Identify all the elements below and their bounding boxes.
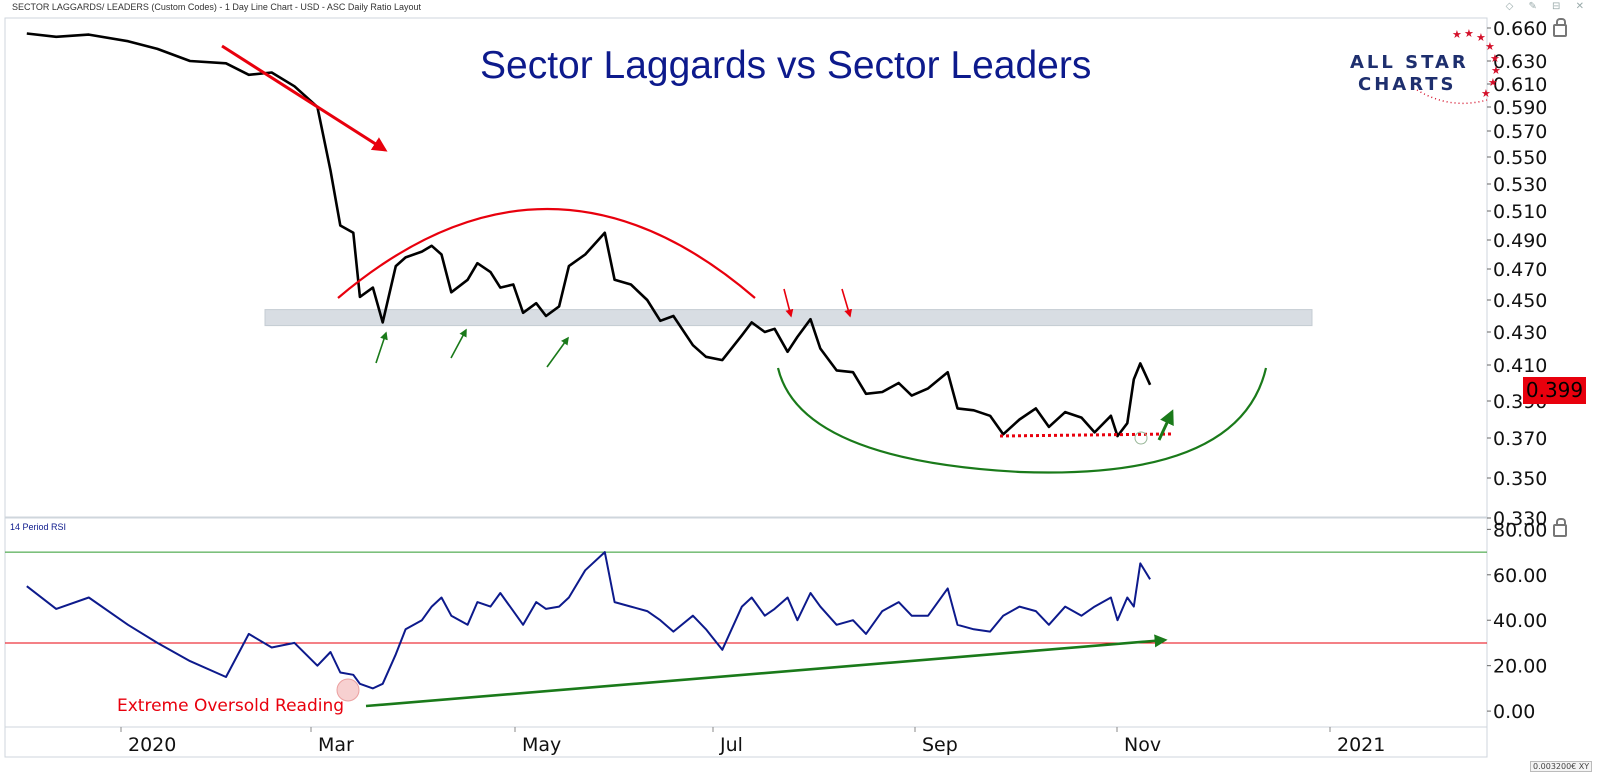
- lock-icon-rsi[interactable]: [1553, 518, 1567, 537]
- rsi-divergence-line: [365, 634, 1168, 708]
- low-marker-circle: [1134, 431, 1148, 445]
- x-axis-frame: [4, 726, 1488, 758]
- chart-header: SECTOR LAGGARDS/ LEADERS (Custom Codes) …: [12, 2, 421, 12]
- x-tick-label: Jul: [719, 734, 743, 756]
- rsi-panel-title: 14 Period RSI: [10, 522, 66, 532]
- svg-text:★: ★: [1488, 76, 1498, 89]
- rsi-ytick-label: 0.00: [1493, 701, 1535, 723]
- price-ytick-label: 0.350: [1493, 468, 1547, 490]
- scale-corner-tag[interactable]: 0.003200€ XY: [1530, 761, 1593, 772]
- price-ytick-label: 0.630: [1493, 51, 1547, 73]
- breakout-arrow: [1157, 409, 1174, 441]
- support-dotted-line: [999, 432, 1173, 438]
- topping-arc: [337, 208, 756, 299]
- rsi-ytick-label: 20.00: [1493, 656, 1547, 678]
- x-tick-label: 2021: [1337, 734, 1385, 756]
- oversold-annotation-label: Extreme Oversold Reading: [117, 696, 344, 716]
- all-star-charts-logo: ALL STAR CHARTS ★ ★ ★ ★ ★ ★ ★ ★: [1345, 28, 1505, 118]
- oversold-marker-circle: [336, 678, 360, 702]
- svg-text:★: ★: [1485, 40, 1495, 53]
- price-ytick-label: 0.530: [1493, 174, 1547, 196]
- x-tick-label: May: [522, 734, 561, 756]
- svg-text:★: ★: [1481, 87, 1491, 100]
- price-ytick-label: 0.490: [1493, 230, 1547, 252]
- annotation-layer: [221, 44, 1268, 708]
- downtrend-arrow: [221, 44, 388, 152]
- price-ytick-label: 0.330: [1493, 508, 1547, 530]
- support-test-arrow: [450, 328, 467, 359]
- logo-line-2: CHARTS: [1358, 74, 1457, 95]
- price-ytick-label: 0.470: [1493, 259, 1547, 281]
- chart-frames: [4, 17, 1488, 758]
- svg-text:★: ★: [1464, 28, 1474, 40]
- x-tick-label: 2020: [128, 734, 176, 756]
- price-ytick-label: 0.590: [1493, 97, 1547, 119]
- price-ytick-label: 0.430: [1493, 322, 1547, 344]
- support-test-arrow: [546, 336, 569, 368]
- lock-icon[interactable]: [1553, 18, 1567, 37]
- rsi-ytick-label: 80.00: [1493, 519, 1547, 541]
- resistance-arrow: [841, 288, 853, 318]
- window-controls[interactable]: ◇ ✎ ⊟ ✕: [1505, 1, 1590, 12]
- support-band-layer: [264, 309, 1313, 327]
- logo-stars-icon: ★ ★ ★ ★★★ ★★: [1416, 28, 1501, 105]
- rsi-ytick-label: 60.00: [1493, 565, 1547, 587]
- svg-text:★: ★: [1490, 52, 1500, 65]
- svg-text:★: ★: [1476, 31, 1486, 44]
- svg-text:★: ★: [1491, 64, 1501, 77]
- support-band: [264, 309, 1313, 327]
- price-ytick-label: 0.550: [1493, 147, 1547, 169]
- price-series-layer: [26, 32, 1152, 438]
- logo-line-1: ALL STAR: [1350, 52, 1469, 73]
- svg-text:★: ★: [1452, 28, 1462, 41]
- rsi-line: [26, 551, 1151, 690]
- chart-title: Sector Laggards vs Sector Leaders: [480, 44, 1092, 87]
- price-line: [26, 32, 1152, 438]
- last-price-tag: 0.399: [1523, 377, 1586, 404]
- rsi-series-layer: [5, 551, 1487, 690]
- x-tick-label: Nov: [1124, 734, 1161, 756]
- x-tick-label: Sep: [922, 734, 958, 756]
- price-ytick-label: 0.610: [1493, 74, 1547, 96]
- basing-arc: [776, 367, 1268, 474]
- rsi-ytick-label: 40.00: [1493, 610, 1547, 632]
- price-ytick-label: 0.370: [1493, 428, 1547, 450]
- price-panel-frame: [4, 17, 1488, 518]
- price-ytick-label: 0.450: [1493, 290, 1547, 312]
- price-ytick-label: 0.660: [1493, 18, 1547, 40]
- price-ytick-label: 0.510: [1493, 201, 1547, 223]
- support-test-arrow: [375, 331, 388, 364]
- resistance-arrow: [783, 288, 794, 318]
- x-tick-label: Mar: [318, 734, 354, 756]
- price-ytick-label: 0.410: [1493, 355, 1547, 377]
- price-ytick-label: 0.570: [1493, 121, 1547, 143]
